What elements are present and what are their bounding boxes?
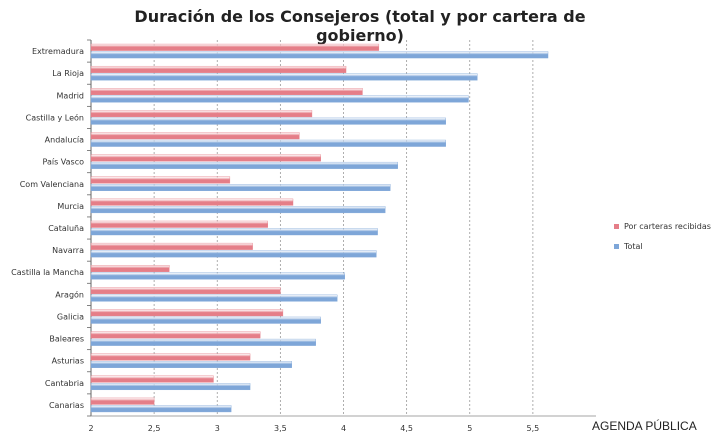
bar-total <box>90 161 398 169</box>
legend-label-total: Total <box>624 241 643 251</box>
bar-total <box>90 361 292 368</box>
bar-por-carteras <box>90 309 284 317</box>
bar-total <box>90 117 446 125</box>
x-tick-label: 4 <box>341 424 346 433</box>
x-tick-label: 3 <box>215 424 220 433</box>
legend-swatch-total <box>614 243 619 249</box>
bar-por-carteras <box>90 375 214 383</box>
bar-total <box>90 383 251 391</box>
category-label: Andalucía <box>45 136 84 145</box>
bar-total <box>90 73 478 81</box>
category-label: Galicia <box>57 312 84 321</box>
bar-por-carteras <box>90 220 268 228</box>
legend-item-carteras: Por carteras recibidas <box>614 216 711 236</box>
bar-por-carteras <box>90 265 170 272</box>
category-label: La Rioja <box>52 69 84 78</box>
category-labels: Extremadura La Rioja Madrid Castilla y León… <box>11 47 84 410</box>
bar-por-carteras <box>90 65 347 73</box>
category-label: Extremadura <box>32 47 84 56</box>
bar-total <box>90 338 316 346</box>
bar-por-carteras <box>90 353 251 361</box>
category-label: Canarias <box>49 401 84 410</box>
legend-swatch-carteras <box>614 223 619 229</box>
x-tick-label: 4,5 <box>400 424 413 433</box>
category-label: Aragón <box>55 289 84 299</box>
x-tick-label: 2 <box>88 424 93 433</box>
bar-por-carteras <box>90 331 261 339</box>
category-label: Navarra <box>52 246 84 255</box>
bar-por-carteras <box>90 397 155 405</box>
bar-total <box>90 184 391 191</box>
category-label: Cataluña <box>48 224 84 233</box>
bars-layer <box>90 43 549 413</box>
category-label: Castilla y León <box>26 112 84 122</box>
source-label: AGENDA PÚBLICA <box>592 419 697 433</box>
bar-por-carteras <box>90 287 281 295</box>
bar-total <box>90 139 446 147</box>
x-tick-label: 3,5 <box>274 424 287 433</box>
category-label: Madrid <box>57 91 84 100</box>
legend: Por carteras recibidas Total <box>614 216 711 256</box>
bar-total <box>90 51 549 59</box>
x-tick-label: 5 <box>467 424 472 433</box>
chart-title: Duración de los Consejeros (total y por … <box>134 7 586 45</box>
bar-por-carteras <box>90 43 380 51</box>
legend-label-carteras: Por carteras recibidas <box>624 221 711 231</box>
x-tick-label: 5,5 <box>527 424 540 433</box>
bar-por-carteras <box>90 198 294 206</box>
grid-layer <box>87 39 596 417</box>
bar-por-carteras <box>90 176 231 184</box>
bar-total <box>90 228 378 236</box>
bar-total <box>90 206 386 214</box>
legend-item-total: Total <box>614 236 711 256</box>
bar-por-carteras <box>90 154 321 162</box>
category-label: Com Valenciana <box>20 180 84 189</box>
category-label: Cantabria <box>45 379 84 388</box>
category-label: País Vasco <box>42 158 84 167</box>
category-label: Asturias <box>52 357 84 366</box>
bar-total <box>90 95 469 103</box>
category-label: Murcia <box>57 202 84 211</box>
bar-total <box>90 250 377 258</box>
x-tick-labels: 2 2,5 3 3,5 4 4,5 5 5,5 <box>88 424 539 433</box>
bar-por-carteras <box>90 88 363 95</box>
category-label: Baleares <box>49 335 84 344</box>
bar-total <box>90 294 338 302</box>
bar-total <box>90 316 321 324</box>
bar-por-carteras <box>90 110 313 118</box>
bar-total <box>90 405 232 413</box>
x-tick-label: 2,5 <box>148 424 161 433</box>
bar-total <box>90 272 345 280</box>
bar-por-carteras <box>90 132 300 140</box>
bar-por-carteras <box>90 242 253 250</box>
category-label: Castilla la Mancha <box>11 268 84 277</box>
